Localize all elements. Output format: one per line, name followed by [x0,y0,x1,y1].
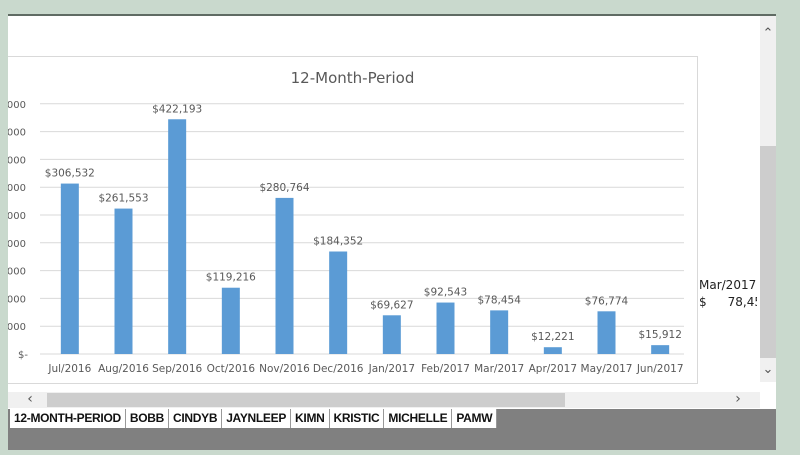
data-label: $78,454 [477,294,521,306]
data-label: $69,627 [370,299,413,311]
chart-plot: $- $50,000 $100,000 $150,000 $200,000 $250,00… [8,100,684,375]
x-tick-label: Nov/2016 [259,363,310,375]
data-label: $184,352 [313,236,363,248]
data-label: $119,216 [206,272,256,284]
sheet-tab-bobb[interactable]: BOBB [125,409,169,428]
sheet-tab-kimn[interactable]: KIMN [291,409,330,428]
x-tick-label: Dec/2016 [313,363,364,375]
data-label: $422,193 [152,103,202,115]
vertical-scrollbar[interactable]: ⌃ ⌄ [760,16,776,382]
y-tick-label: $450,000 [8,100,26,111]
bar-aug-2016 [114,208,133,354]
bar-may-2017 [597,311,616,354]
bar-jan-2017 [382,315,401,354]
y-tick-label: $400,000 [8,128,26,139]
data-label: $306,532 [45,168,95,180]
cell-month: Mar/2017 [699,278,757,292]
bar-jun-2017 [651,345,670,354]
horizontal-scrollbar[interactable]: ‹ › [8,391,760,408]
bar-apr-2017 [543,347,562,354]
bar-sep-2016 [168,119,187,354]
y-tick-label: $- [18,350,28,361]
sheet-tab-12-month-period[interactable]: 12-MONTH-PERIOD [10,409,126,428]
data-label: $280,764 [259,182,309,194]
sheet-tab-cindyb[interactable]: CINDYB [168,409,223,428]
data-label: $261,553 [98,193,148,205]
sheet-tab-pamw[interactable]: PAMW [452,409,498,428]
x-tick-label: Mar/2017 [474,363,524,375]
x-tick-label: Jun/2017 [636,363,684,375]
bar-nov-2016 [275,197,294,354]
horizontal-scroll-thumb[interactable] [47,393,565,407]
y-tick-label: $100,000 [8,294,26,305]
scroll-right-icon[interactable]: › [735,391,741,407]
x-tick-label: Sep/2016 [152,363,202,375]
bar-oct-2016 [221,287,240,354]
x-tick-label: May/2017 [581,363,633,375]
y-tick-label: $200,000 [8,239,26,250]
sheet-tab-jaynleep[interactable]: JAYNLEEP [222,409,292,428]
data-label: $76,774 [585,295,629,307]
data-label: $15,912 [638,329,681,341]
sheet-tab-kristic[interactable]: KRISTIC [329,409,385,428]
x-tick-label: Feb/2017 [421,363,470,375]
bar-jul-2016 [60,183,79,354]
chart[interactable]: 12-Month-Period $- $50,000 $100,000 $150,00… [8,56,698,384]
data-label: $92,543 [424,287,467,299]
sheet-tab-bar: 12-MONTH-PERIOD BOBB CINDYB JAYNLEEP KIMN KRI… [8,409,776,450]
x-tick-label: Jul/2016 [47,363,91,375]
cell-value: 78,454 [727,295,757,309]
y-tick-label: $350,000 [8,155,26,166]
cell-annotation: Mar/2017 $78,454 [699,278,757,309]
bar-feb-2017 [436,302,455,354]
y-tick-label: $300,000 [8,183,26,194]
scroll-down-icon[interactable]: ⌄ [762,362,774,377]
y-tick-label: $50,000 [8,322,26,333]
bar-dec-2016 [329,251,348,354]
vertical-scroll-thumb[interactable] [760,146,776,358]
bar-mar-2017 [490,310,509,354]
x-tick-label: Apr/2017 [529,363,577,375]
x-tick-label: Aug/2016 [98,363,149,375]
scroll-left-icon[interactable]: ‹ [27,391,33,407]
x-tick-label: Oct/2016 [207,363,256,375]
scroll-up-icon[interactable]: ⌃ [762,26,774,41]
sheet-tab-michelle[interactable]: MICHELLE [384,409,453,428]
chart-title: 12-Month-Period [290,69,415,87]
data-label: $12,221 [531,331,574,343]
x-tick-label: Jan/2017 [368,363,415,375]
y-tick-label: $250,000 [8,211,26,222]
y-tick-label: $150,000 [8,267,26,278]
cell-currency: $ [699,295,707,309]
spreadsheet-window: 12-Month-Period $- $50,000 $100,000 $150,00… [8,14,776,450]
